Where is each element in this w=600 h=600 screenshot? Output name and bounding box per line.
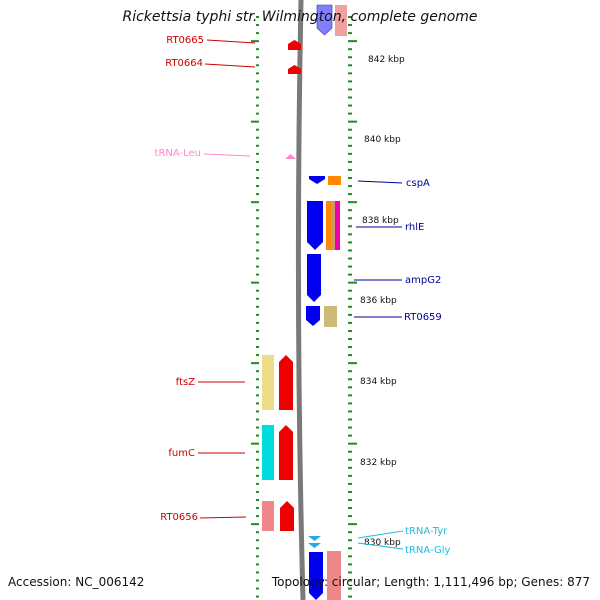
feature-tRNA-Tyr <box>308 536 321 541</box>
gene-label-fumC: fumC <box>168 448 195 459</box>
feature-cspA-cog <box>328 176 341 185</box>
gene-label-ampG2: ampG2 <box>405 275 441 286</box>
leader-RT0656 <box>199 516 247 519</box>
top-cog-block <box>335 5 347 36</box>
scale-label: 832 kbp <box>360 458 397 468</box>
gene-label-RT0659: RT0659 <box>404 312 442 323</box>
gene-label-RT0656: RT0656 <box>160 512 198 523</box>
gene-label-tRNA-Tyr: tRNA-Tyr <box>405 526 448 537</box>
gene-label-cspA: cspA <box>406 178 430 189</box>
genome-title: Rickettsia typhi str. Wilmington, comple… <box>122 9 478 25</box>
top-reverse-cds <box>316 4 333 36</box>
scale-label: 842 kbp <box>368 55 405 65</box>
feature-RT0656-cog <box>262 501 274 531</box>
gene-label-tRNA-Gly: tRNA-Gly <box>405 545 450 556</box>
feature-RT0664 <box>288 65 301 74</box>
gene-label-RT0664: RT0664 <box>165 58 203 69</box>
scale-label: 830 kbp <box>364 538 401 548</box>
leader-RT0664 <box>204 63 256 68</box>
bottom-cog-block <box>327 551 341 600</box>
feature-fumC-cog <box>262 425 274 480</box>
leader-cspA <box>357 180 403 184</box>
scale-label: 836 kbp <box>360 296 397 306</box>
gene-label-RT0665: RT0665 <box>166 35 204 46</box>
genome-summary: Topology: circular; Length: 1,111,496 bp… <box>271 575 590 589</box>
feature-rhlE-cog-orange <box>326 201 331 250</box>
feature-rhlE <box>307 201 323 250</box>
tick-column-left <box>251 16 259 598</box>
feature-cspA <box>309 176 325 184</box>
leader-RT0665 <box>206 39 256 44</box>
scale-label: 840 kbp <box>364 135 401 145</box>
feature-ampG2 <box>307 254 321 302</box>
feature-rhlE-cog-magenta <box>335 201 340 250</box>
feature-RT0659 <box>306 306 320 326</box>
bottom-reverse-cds <box>309 552 323 600</box>
feature-tRNA-Leu <box>285 154 296 159</box>
feature-fumC <box>279 425 293 480</box>
leader-tRNA-Tyr <box>357 530 404 539</box>
feature-RT0656 <box>280 501 294 531</box>
gene-label-tRNA-Leu: tRNA-Leu <box>155 148 201 159</box>
accession-label: Accession: NC_006142 <box>8 575 145 589</box>
feature-tRNA-Gly <box>308 543 321 548</box>
scale-label: 834 kbp <box>360 377 397 387</box>
gene-label-rhlE: rhlE <box>405 222 424 233</box>
tick-column-right <box>348 16 357 598</box>
feature-RT0665 <box>288 40 301 50</box>
scale-label: 838 kbp <box>362 216 399 226</box>
feature-RT0659-cog <box>324 306 337 327</box>
feature-ftsZ-cog <box>262 355 274 410</box>
genome-backbone <box>295 0 306 600</box>
leader-tRNA-Gly <box>357 542 404 550</box>
gene-label-ftsZ: ftsZ <box>176 377 195 388</box>
feature-ftsZ <box>279 355 293 410</box>
leader-tRNA-Leu <box>203 153 251 157</box>
feature-rhlE-cog-tan <box>331 201 335 250</box>
